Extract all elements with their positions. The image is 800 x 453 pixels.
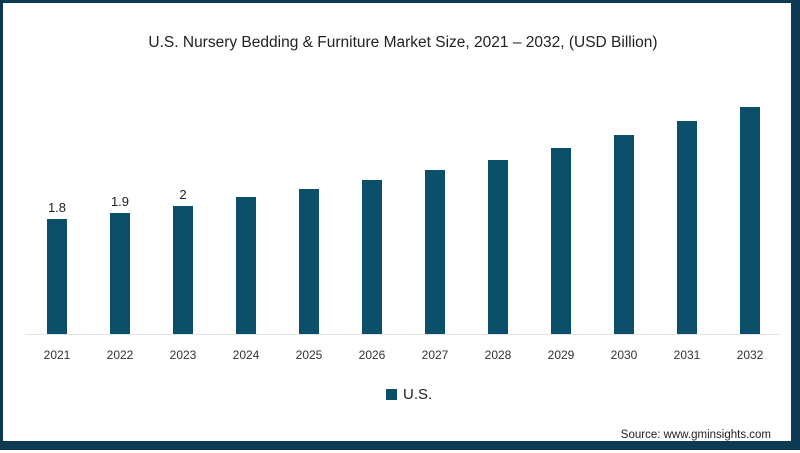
- bar-2025: [299, 189, 319, 334]
- data-label-2022: 1.9: [110, 194, 130, 209]
- x-tick-label-2032: 2032: [736, 348, 764, 362]
- x-tick-label-2021: 2021: [43, 348, 71, 362]
- legend-label-us: U.S.: [403, 386, 433, 403]
- x-axis-baseline: [25, 334, 781, 335]
- x-tick-label-2029: 2029: [547, 348, 575, 362]
- bar-2021: [47, 219, 67, 334]
- plot-area: 1.8 2021 1.9 2022 2 2023 2024 2025 2026 2027 2028 2…: [3, 3, 800, 453]
- legend-swatch-us: [386, 389, 397, 400]
- x-tick-label-2028: 2028: [484, 348, 512, 362]
- x-tick-label-2027: 2027: [421, 348, 449, 362]
- bar-2027: [425, 170, 445, 334]
- source-note: Source: www.gminsights.com: [620, 429, 771, 441]
- x-tick-label-2025: 2025: [295, 348, 323, 362]
- x-tick-label-2031: 2031: [673, 348, 701, 362]
- bar-2032: [740, 107, 760, 334]
- data-label-2023: 2: [179, 187, 187, 202]
- bar-2026: [362, 180, 382, 334]
- bar-2028: [488, 160, 508, 334]
- bar-2031: [677, 121, 697, 334]
- bar-2022: [110, 213, 130, 334]
- x-tick-label-2022: 2022: [106, 348, 134, 362]
- bar-2030: [614, 135, 634, 334]
- chart-title: U.S. Nursery Bedding & Furniture Market …: [148, 34, 658, 51]
- x-tick-label-2030: 2030: [610, 348, 638, 362]
- bar-2023: [173, 206, 193, 334]
- bar-2029: [551, 148, 571, 334]
- x-tick-label-2024: 2024: [232, 348, 260, 362]
- x-tick-label-2023: 2023: [169, 348, 197, 362]
- bar-2024: [236, 197, 256, 334]
- legend: U.S.: [386, 386, 432, 403]
- x-tick-label-2026: 2026: [358, 348, 386, 362]
- data-label-2021: 1.8: [47, 200, 67, 215]
